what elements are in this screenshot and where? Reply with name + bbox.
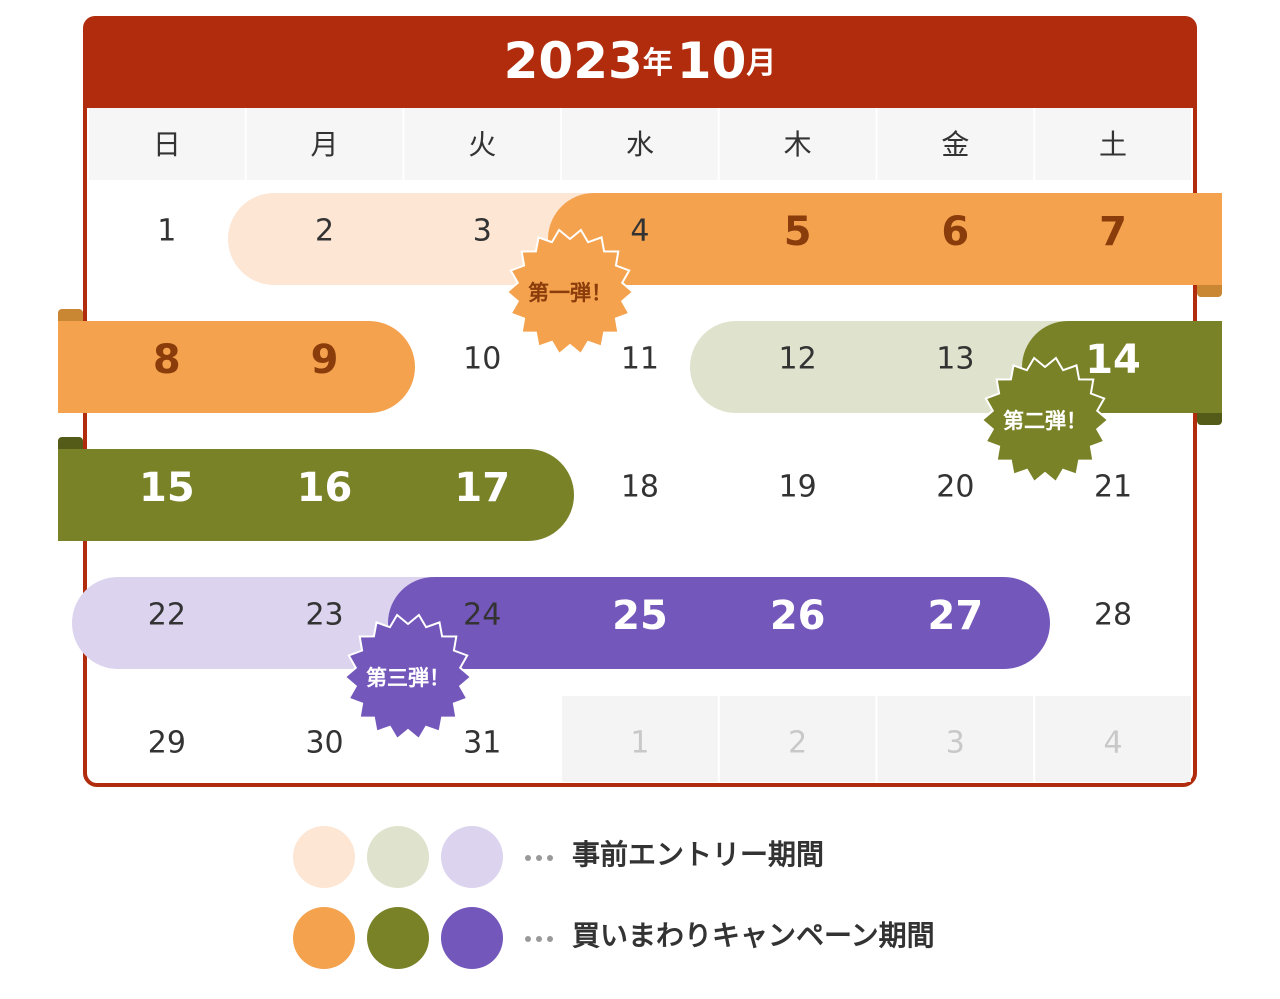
day-number: 15: [139, 465, 195, 511]
weekday-cell: [719, 108, 876, 180]
month-unit: 月: [746, 46, 776, 81]
day-number: 25: [612, 593, 668, 639]
campaign-bar: [58, 449, 574, 541]
day-number: 26: [770, 593, 826, 639]
legend-swatch: [367, 907, 429, 969]
badges: 第一弾！ 第二弾！ 第三弾！: [343, 228, 1110, 741]
legend-swatch: [293, 826, 355, 888]
legend-label: 事前エントリー期間: [572, 838, 824, 871]
day-number: 2: [788, 726, 807, 761]
day-number: 1: [630, 726, 649, 761]
weekday-label: 土: [1099, 128, 1127, 161]
day-number: 3: [473, 214, 492, 249]
day-number: 4: [630, 214, 649, 249]
legend-dots: [525, 855, 553, 942]
weekday-label: 火: [468, 128, 496, 161]
campaign-bar: [72, 577, 450, 669]
muted-cell: [1035, 696, 1191, 782]
day-number: 7: [1099, 209, 1127, 255]
day-number: 27: [928, 593, 984, 639]
day-number: 4: [1104, 726, 1123, 761]
day-number: 3: [946, 726, 965, 761]
badge-label: 第一弾！: [528, 281, 612, 305]
badge-label: 第三弾！: [366, 666, 450, 690]
month: 10: [677, 32, 747, 90]
legend-swatch: [441, 826, 503, 888]
day-number: 17: [454, 465, 510, 511]
day-number: 10: [463, 342, 501, 377]
year-unit: 年: [643, 46, 673, 81]
day-number: 23: [305, 598, 343, 633]
muted-cell: [719, 696, 876, 782]
weekday-label: 木: [784, 128, 812, 161]
weekday-cell: [877, 108, 1034, 180]
weekday-cell: [404, 108, 561, 180]
legend-swatch: [293, 907, 355, 969]
day-number: 30: [305, 726, 343, 761]
day-number: 21: [1094, 470, 1132, 505]
campaign-bar: [388, 577, 1050, 669]
campaign-bar: [690, 321, 1080, 413]
legend: 事前エントリー期間 買いまわりキャンペーン期間: [293, 826, 935, 969]
campaign-bar: [58, 321, 415, 413]
day-number: 31: [463, 726, 501, 761]
campaign-bar: [228, 193, 620, 285]
header-band: [83, 60, 1197, 108]
day-number: 13: [936, 342, 974, 377]
day-number: 22: [148, 598, 186, 633]
day-number: 18: [621, 470, 659, 505]
badge-burst: [505, 228, 635, 356]
weekday-cell: [562, 108, 718, 180]
badge-burst: [343, 613, 473, 741]
calendar-grid: 日月火水木金土: [89, 108, 1191, 782]
day-number: 2: [315, 214, 334, 249]
weekday-label: 日: [153, 128, 181, 161]
day-number: 24: [463, 598, 501, 633]
month-title: 2023年10月: [504, 32, 777, 90]
day-number: 29: [148, 726, 186, 761]
day-number: 6: [941, 209, 969, 255]
legend-swatch: [441, 907, 503, 969]
weekday-label: 金: [941, 128, 969, 161]
badge-label: 第二弾！: [1003, 409, 1087, 433]
day-number: 14: [1085, 337, 1141, 383]
badge-burst: [980, 356, 1110, 484]
muted-cell: [877, 696, 1034, 782]
day-number: 16: [297, 465, 353, 511]
day-number: 28: [1094, 598, 1132, 633]
weekday-cell: [246, 108, 403, 180]
weekday-cell: [89, 108, 245, 180]
weekday-label: 月: [311, 128, 339, 161]
day-number: 20: [936, 470, 974, 505]
day-number: 5: [784, 209, 812, 255]
day-number: 12: [779, 342, 817, 377]
day-number: 11: [621, 342, 659, 377]
muted-cell: [562, 696, 718, 782]
weekday-label: 水: [626, 128, 654, 161]
day-number: 1: [157, 214, 176, 249]
legend-swatch: [367, 826, 429, 888]
year: 2023: [504, 32, 643, 90]
weekday-cell: [1035, 108, 1191, 180]
day-number: 8: [153, 337, 181, 383]
legend-label: 買いまわりキャンペーン期間: [572, 919, 935, 952]
day-number: 9: [311, 337, 339, 383]
day-number: 19: [779, 470, 817, 505]
campaign-bar: [548, 193, 1222, 285]
